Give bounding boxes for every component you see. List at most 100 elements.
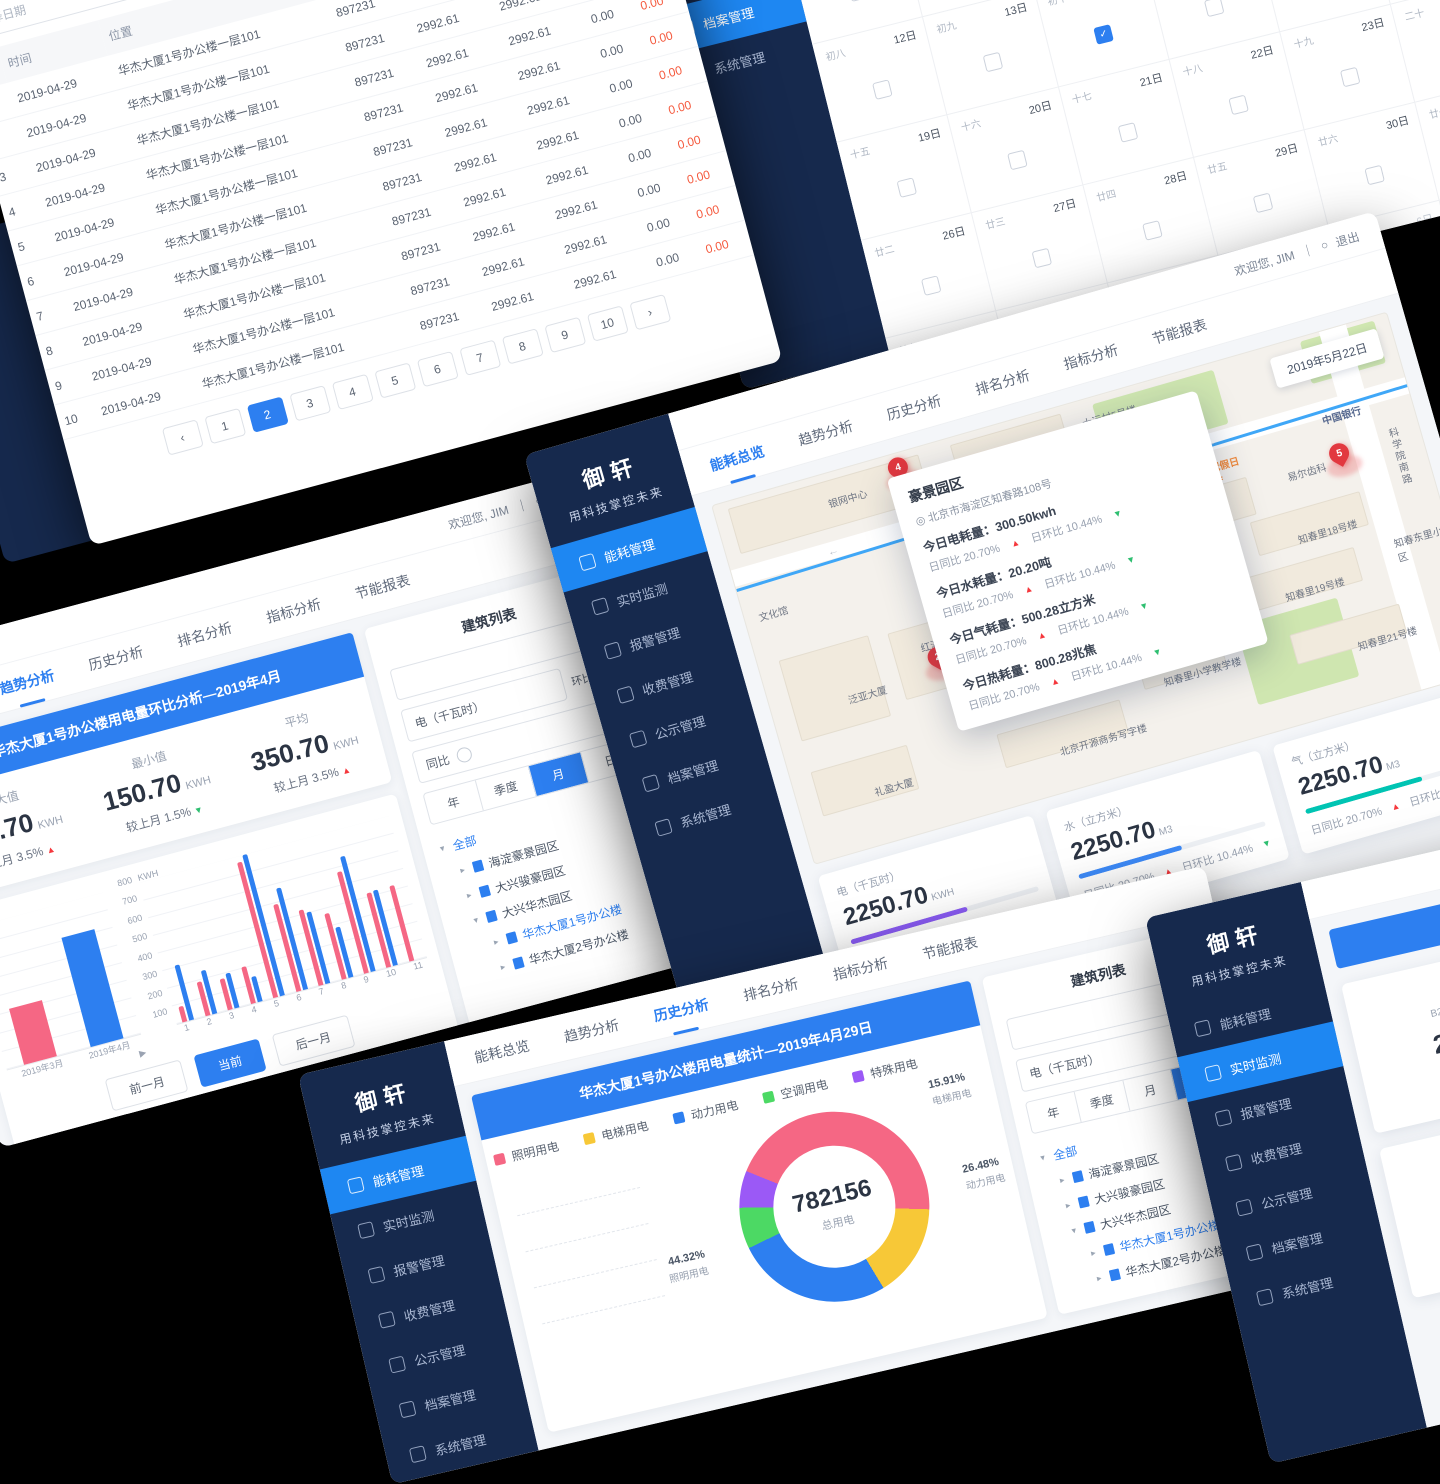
checkbox-wrap: ✓ [1093, 24, 1115, 45]
date-checkbox[interactable] [1253, 192, 1274, 214]
current-month-button[interactable]: 当前 [193, 1038, 267, 1088]
date-checkbox[interactable] [847, 0, 868, 3]
period-年[interactable]: 年 [1045, 1104, 1061, 1122]
logout-button[interactable]: 退出 [1333, 229, 1361, 250]
page-2[interactable]: 2 [246, 396, 289, 433]
checkbox-wrap [1117, 122, 1139, 143]
up-arrow-icon: ▲ [1009, 537, 1022, 550]
tab-节能报表[interactable]: 节能报表 [1150, 316, 1209, 347]
lunar-label: 廿五 [1206, 161, 1229, 177]
page-1[interactable]: 1 [203, 408, 246, 445]
day-label: 27日 [1052, 197, 1078, 216]
period-月[interactable]: 月 [1121, 1069, 1178, 1112]
tab-节能报表[interactable]: 节能报表 [921, 933, 980, 963]
lunar-label: 廿二 [873, 244, 896, 260]
building-icon [505, 930, 518, 944]
date-checkbox[interactable] [896, 177, 917, 199]
archive-icon [398, 1399, 417, 1418]
date-checkbox[interactable] [920, 275, 942, 297]
lunar-label: 十六 [960, 118, 983, 134]
energy-icon [1193, 1018, 1212, 1037]
page-prev[interactable]: ‹ [161, 419, 204, 456]
sidebar-item-label: 公示管理 [1259, 1185, 1314, 1212]
sidebar-item-label: 档案管理 [665, 757, 720, 787]
tab-指标分析[interactable]: 指标分析 [264, 595, 323, 626]
lunar-label: 廿七 [1428, 105, 1440, 122]
tree-caret-icon: ▾ [438, 842, 446, 854]
date-checkbox[interactable] [1117, 122, 1139, 143]
page-10[interactable]: 10 [586, 305, 629, 342]
y-tick: 200 [146, 987, 164, 1001]
sidebar-item-label: 档案管理 [423, 1386, 478, 1414]
tab-历史分析[interactable]: 历史分析 [86, 643, 146, 674]
sidebar-item-label: 档案管理 [1270, 1229, 1325, 1257]
tab-排名分析[interactable]: 排名分析 [175, 619, 234, 650]
day-label: 19日 [916, 127, 943, 145]
down-arrow-icon: ▼ [1125, 554, 1137, 567]
tab-排名分析[interactable]: 排名分析 [741, 975, 800, 1004]
prev-month-button[interactable]: 前一月 [105, 1059, 189, 1112]
tab-能耗总览[interactable]: 能耗总览 [708, 442, 767, 474]
stat-unit: KWH [184, 774, 213, 793]
tab-节能报表[interactable]: 节能报表 [353, 571, 412, 602]
day-label: 30日 [1384, 114, 1411, 133]
legend-swatch [582, 1132, 596, 1146]
sidebar-item-label: 系统管理 [678, 801, 733, 831]
tab-历史分析[interactable]: 历史分析 [884, 392, 944, 424]
tree-caret-icon: ▸ [1058, 1173, 1066, 1185]
bar-group-3 [219, 972, 240, 1011]
date-checkbox[interactable] [1142, 220, 1163, 241]
page-3[interactable]: 3 [288, 385, 331, 422]
checkbox-wrap [1228, 94, 1250, 116]
next-month-button[interactable]: 后一月 [271, 1014, 356, 1067]
period-年[interactable]: 年 [445, 794, 462, 812]
building-icon [1102, 1242, 1116, 1256]
date-checkbox[interactable] [871, 79, 893, 101]
location-icon: ◎ [914, 514, 928, 529]
sidebar-item-label: 收费管理 [1249, 1140, 1304, 1167]
day-label: 20日 [1027, 99, 1054, 118]
date-checkbox[interactable] [1007, 149, 1028, 171]
date-checkbox[interactable] [1364, 164, 1385, 186]
x-tick: 4 [250, 1004, 258, 1016]
date-checkbox[interactable] [1228, 94, 1250, 116]
tab-历史分析[interactable]: 历史分析 [652, 996, 711, 1025]
legend-swatch [672, 1111, 686, 1125]
date-checkbox[interactable] [982, 51, 1004, 73]
tab-趋势分析[interactable]: 趋势分析 [562, 1016, 621, 1045]
tab-指标分析[interactable]: 指标分析 [1061, 341, 1121, 373]
tab-指标分析[interactable]: 指标分析 [831, 954, 890, 983]
period-季度[interactable]: 季度 [475, 766, 536, 811]
page-9[interactable]: 9 [543, 316, 586, 354]
day-label: 23日 [1360, 16, 1386, 35]
divider: ｜ [514, 497, 530, 514]
tree-caret-icon: ▸ [492, 935, 500, 947]
x-tick: 6 [295, 992, 303, 1003]
map-label-文化馆: 文化馆 [757, 605, 790, 624]
date-checkbox[interactable]: ✓ [1093, 24, 1115, 45]
day-label: 6日 [1415, 212, 1435, 229]
tab-能耗总览[interactable]: 能耗总览 [472, 1037, 532, 1066]
legend-电梯用电: 电梯用电 [582, 1117, 650, 1148]
page-next[interactable]: › [628, 294, 671, 331]
checkbox-wrap [1142, 220, 1163, 241]
sidebar-item-label: 系统管理 [433, 1431, 488, 1459]
date-checkbox[interactable] [1031, 247, 1053, 269]
page-4[interactable]: 4 [331, 373, 374, 411]
legend-照明用电: 照明用电 [492, 1137, 560, 1168]
bar-group-2 [194, 970, 217, 1017]
date-checkbox[interactable] [1339, 66, 1361, 88]
page-8[interactable]: 8 [501, 328, 544, 365]
tab-趋势分析[interactable]: 趋势分析 [796, 417, 855, 449]
tab-趋势分析[interactable]: 趋势分析 [0, 665, 57, 699]
tongbi-radio[interactable] [455, 745, 474, 765]
page-5[interactable]: 5 [373, 362, 416, 399]
tab-排名分析[interactable]: 排名分析 [973, 366, 1032, 398]
date-checkbox[interactable] [1204, 0, 1225, 18]
period-月[interactable]: 月 [527, 752, 588, 797]
chart-next-arrow[interactable]: ▶ [138, 1047, 148, 1059]
period-季度[interactable]: 季度 [1073, 1080, 1129, 1123]
page-7[interactable]: 7 [458, 339, 501, 377]
x-tick: 10 [384, 966, 398, 979]
page-6[interactable]: 6 [416, 351, 459, 388]
